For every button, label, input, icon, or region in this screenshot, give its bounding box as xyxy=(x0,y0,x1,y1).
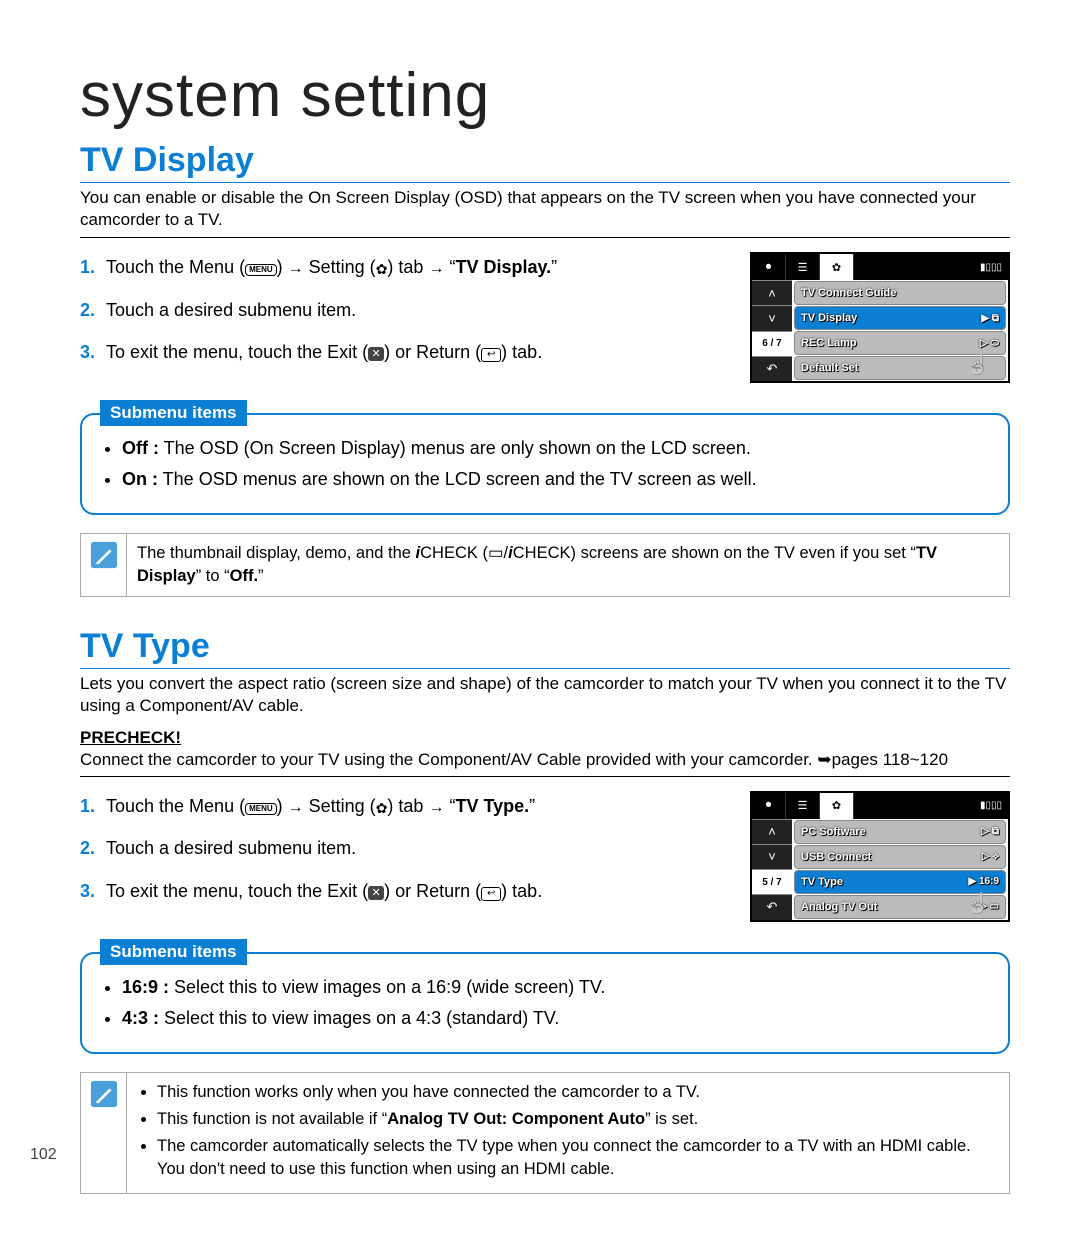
gear-icon: ✿ xyxy=(376,800,388,816)
note-text: The thumbnail display, demo, and the iCH… xyxy=(127,534,1009,596)
submenu-label: Submenu items xyxy=(100,400,247,426)
osd-page-indicator: 5 / 7 xyxy=(752,869,792,894)
tv-type-steps: 1. Touch the Menu (MENU) → Setting (✿) t… xyxy=(80,791,730,922)
osd-menu-item: TV Display▶ ⧉ xyxy=(794,306,1006,330)
menu-icon: MENU xyxy=(245,264,277,276)
tv-type-intro: Lets you convert the aspect ratio (scree… xyxy=(80,673,1010,717)
osd-back-icon: ↶ xyxy=(752,356,792,381)
return-icon: ↩ xyxy=(481,348,501,362)
step-2-text: Touch a desired submenu item. xyxy=(106,295,730,326)
osd-gear-icon: ✿ xyxy=(820,793,854,819)
note-box-tv-display: The thumbnail display, demo, and the iCH… xyxy=(80,533,1010,597)
note-text: This function works only when you have c… xyxy=(127,1073,1009,1193)
precheck-text: Connect the camcorder to your TV using t… xyxy=(80,750,1010,777)
precheck-label: PRECHECK! xyxy=(80,728,1010,748)
return-icon: ↩ xyxy=(481,887,501,901)
osd-page-indicator: 6 / 7 xyxy=(752,331,792,356)
osd-list-icon: ☰ xyxy=(786,254,820,280)
osd-screenshot-tv-type: ⏺ ☰ ✿ ▮▯▯▯ ˄ ˅ 5 / 7 ↶ PC Software▷ ⧉USB… xyxy=(750,791,1010,922)
osd-menu-item: TV Connect Guide xyxy=(794,281,1006,305)
step-number: 3. xyxy=(80,876,106,907)
tv-display-steps: 1. Touch the Menu (MENU) → Setting (✿) t… xyxy=(80,252,730,383)
step-1-text: Touch the Menu (MENU) → Setting (✿) tab … xyxy=(106,791,730,822)
page-title: system setting xyxy=(80,60,1010,131)
osd-down-icon: ˅ xyxy=(752,844,792,869)
submenu-label: Submenu items xyxy=(100,939,247,965)
note-item: The camcorder automatically selects the … xyxy=(157,1135,999,1181)
submenu-item-on: On : The OSD menus are shown on the LCD … xyxy=(122,466,988,493)
osd-gear-icon: ✿ xyxy=(820,254,854,280)
step-number: 1. xyxy=(80,791,106,822)
osd-menu-item: USB Connect▷ ⟡ xyxy=(794,845,1006,869)
osd-up-icon: ˄ xyxy=(752,280,792,305)
step-3-text: To exit the menu, touch the Exit (✕) or … xyxy=(106,876,730,907)
section-heading-tv-type: TV Type xyxy=(80,627,1010,669)
hand-pointer-icon: ☝ xyxy=(965,891,990,916)
osd-up-icon: ˄ xyxy=(752,819,792,844)
hand-pointer-icon: ☝ xyxy=(965,352,990,377)
menu-icon: MENU xyxy=(245,803,277,815)
osd-list-icon: ☰ xyxy=(786,793,820,819)
step-3-text: To exit the menu, touch the Exit (✕) or … xyxy=(106,337,730,368)
close-icon: ✕ xyxy=(368,347,384,361)
submenu-box-tv-display: Submenu items Off : The OSD (On Screen D… xyxy=(80,413,1010,515)
step-1-text: Touch the Menu (MENU) → Setting (✿) tab … xyxy=(106,252,730,283)
note-pencil-icon xyxy=(81,534,127,596)
osd-battery-icon: ▮▯▯▯ xyxy=(974,800,1008,811)
step-number: 2. xyxy=(80,295,106,326)
osd-cam-icon: ⏺ xyxy=(752,793,786,819)
section-heading-tv-display: TV Display xyxy=(80,141,1010,183)
submenu-item-169: 16:9 : Select this to view images on a 1… xyxy=(122,974,988,1001)
step-number: 2. xyxy=(80,833,106,864)
note-item: This function is not available if “Analo… xyxy=(157,1108,999,1131)
step-number: 3. xyxy=(80,337,106,368)
submenu-box-tv-type: Submenu items 16:9 : Select this to view… xyxy=(80,952,1010,1054)
osd-back-icon: ↶ xyxy=(752,894,792,919)
osd-down-icon: ˅ xyxy=(752,305,792,330)
osd-cam-icon: ⏺ xyxy=(752,254,786,280)
close-icon: ✕ xyxy=(368,886,384,900)
submenu-item-43: 4:3 : Select this to view images on a 4:… xyxy=(122,1005,988,1032)
note-box-tv-type: This function works only when you have c… xyxy=(80,1072,1010,1194)
gear-icon: ✿ xyxy=(376,261,388,277)
step-2-text: Touch a desired submenu item. xyxy=(106,833,730,864)
note-item: This function works only when you have c… xyxy=(157,1081,999,1104)
submenu-item-off: Off : The OSD (On Screen Display) menus … xyxy=(122,435,988,462)
osd-menu-list: PC Software▷ ⧉USB Connect▷ ⟡TV Type▶ 16:… xyxy=(792,819,1008,920)
osd-battery-icon: ▮▯▯▯ xyxy=(974,262,1008,273)
osd-menu-item: PC Software▷ ⧉ xyxy=(794,820,1006,844)
osd-menu-list: TV Connect GuideTV Display▶ ⧉REC Lamp▷ ⬭… xyxy=(792,280,1008,381)
step-number: 1. xyxy=(80,252,106,283)
tv-display-intro: You can enable or disable the On Screen … xyxy=(80,187,1010,238)
note-pencil-icon xyxy=(81,1073,127,1193)
osd-screenshot-tv-display: ⏺ ☰ ✿ ▮▯▯▯ ˄ ˅ 6 / 7 ↶ TV Connect GuideT… xyxy=(750,252,1010,383)
